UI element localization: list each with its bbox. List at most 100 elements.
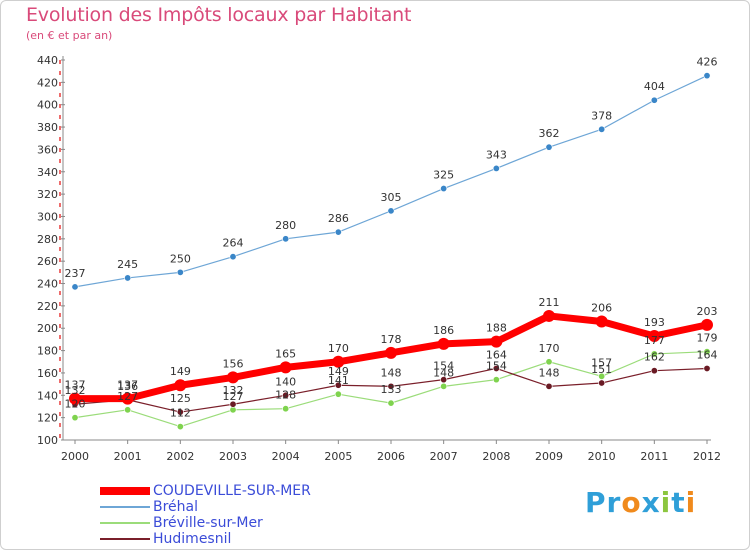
data-label: 157	[591, 356, 612, 369]
y-tick-label: 440	[37, 54, 58, 67]
data-label: 164	[697, 348, 718, 361]
data-label: 164	[486, 348, 507, 361]
y-tick-label: 320	[37, 188, 58, 201]
data-label: 237	[65, 267, 86, 280]
data-label: 203	[697, 305, 718, 318]
data-point-3	[492, 364, 500, 372]
data-point-2	[703, 348, 711, 356]
data-point-3	[176, 408, 184, 416]
data-label: 178	[381, 333, 402, 346]
data-label: 305	[381, 191, 402, 204]
data-label: 165	[275, 347, 296, 360]
data-point-1	[282, 235, 290, 243]
data-label: 378	[591, 109, 612, 122]
y-tick-label: 160	[37, 367, 58, 380]
logo-letter: o	[621, 486, 642, 519]
y-tick-label: 120	[37, 412, 58, 425]
data-label: 148	[433, 366, 454, 379]
data-label: 211	[539, 296, 560, 309]
data-label: 162	[644, 351, 665, 364]
data-point-1	[545, 143, 553, 151]
data-point-3	[229, 400, 237, 408]
data-label: 188	[486, 322, 507, 335]
legend-item: Bréhal	[100, 499, 311, 515]
data-point-3	[282, 391, 290, 399]
y-tick-label: 180	[37, 345, 58, 358]
chart-legend: COUDEVILLE-SUR-MER Bréhal Bréville-sur-Mer…	[100, 483, 311, 547]
legend-label: COUDEVILLE-SUR-MER	[153, 483, 311, 499]
data-point-1	[598, 125, 606, 133]
data-point-3	[545, 382, 553, 390]
y-tick-label: 140	[37, 389, 58, 402]
x-tick-label: 2000	[61, 450, 89, 463]
data-label: 170	[328, 342, 349, 355]
data-point-3	[440, 376, 448, 384]
data-point-0	[227, 371, 239, 384]
data-point-2	[440, 382, 448, 390]
proxiti-logo: Proxiti	[585, 486, 696, 519]
data-point-1	[492, 164, 500, 172]
data-point-2	[124, 406, 132, 414]
data-label: 149	[328, 365, 349, 378]
data-label: 179	[697, 332, 718, 345]
data-label: 132	[65, 384, 86, 397]
data-label: 193	[644, 316, 665, 329]
data-label: 154	[433, 360, 454, 373]
data-point-1	[650, 96, 658, 104]
data-point-0	[543, 309, 555, 322]
data-point-0	[595, 315, 608, 328]
data-point-3	[334, 381, 342, 389]
data-label: 245	[117, 258, 138, 271]
data-label: 133	[381, 383, 402, 396]
data-label: 343	[486, 148, 507, 161]
data-point-0	[648, 330, 661, 343]
chart-title: Evolution des Impôts locaux par Habitant	[26, 4, 412, 26]
data-point-1	[440, 185, 448, 193]
x-tick-label: 2005	[324, 450, 352, 463]
data-point-1	[387, 207, 395, 215]
legend-label: Bréville-sur-Mer	[153, 515, 263, 531]
data-point-0	[385, 346, 397, 359]
data-point-2	[334, 390, 342, 398]
data-label: 325	[433, 169, 454, 182]
y-tick-label: 300	[37, 210, 58, 223]
y-tick-label: 400	[37, 99, 58, 112]
x-tick-label: 2012	[693, 450, 721, 463]
y-tick-label: 240	[37, 278, 58, 291]
data-label: 137	[117, 379, 138, 392]
data-point-1	[71, 283, 79, 291]
data-label: 186	[433, 324, 454, 337]
legend-item: Hudimesnil	[100, 531, 311, 547]
data-label: 128	[275, 389, 296, 402]
data-point-1	[124, 274, 132, 282]
data-label: 148	[539, 366, 560, 379]
data-point-0	[437, 337, 450, 350]
data-label: 127	[117, 390, 138, 403]
data-label: 151	[591, 363, 612, 376]
data-label: 140	[275, 375, 296, 388]
y-tick-label: 280	[37, 233, 58, 246]
data-point-2	[387, 399, 395, 407]
x-tick-label: 2009	[535, 450, 563, 463]
x-tick-label: 2001	[114, 450, 142, 463]
data-point-2	[492, 376, 500, 384]
legend-label: Bréhal	[153, 499, 199, 515]
legend-item: COUDEVILLE-SUR-MER	[100, 483, 311, 499]
data-label: 137	[65, 379, 86, 392]
data-point-2	[176, 423, 184, 431]
legend-swatch	[100, 522, 150, 524]
data-label: 404	[644, 80, 665, 93]
data-point-2	[545, 358, 553, 366]
y-tick-label: 360	[37, 143, 58, 156]
data-point-0	[701, 318, 713, 331]
y-tick-label: 260	[37, 255, 58, 268]
data-point-0	[490, 335, 503, 348]
data-label: 148	[381, 366, 402, 379]
x-tick-label: 2010	[588, 450, 616, 463]
legend-swatch	[100, 506, 150, 508]
legend-item: Bréville-sur-Mer	[100, 515, 311, 531]
x-tick-label: 2004	[272, 450, 300, 463]
data-label: 141	[328, 374, 349, 387]
legend-label: Hudimesnil	[153, 531, 232, 547]
x-tick-label: 2003	[219, 450, 247, 463]
